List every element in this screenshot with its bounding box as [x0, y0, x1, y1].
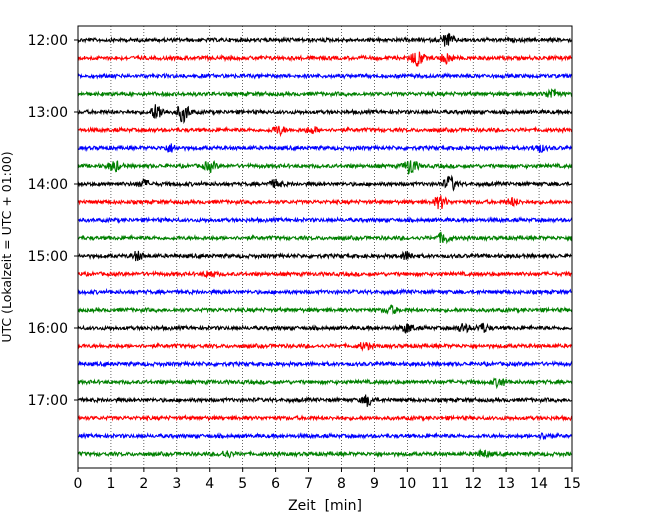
y-axis-ticks: 12:00 13:00 14:00 15:00 16:00 17:00: [28, 33, 78, 409]
x-tick-label: 10: [398, 476, 416, 492]
x-tick-label: 8: [337, 476, 346, 492]
plot-area: [78, 26, 572, 468]
x-tick-label: 0: [74, 476, 83, 492]
trace-1345: [77, 160, 573, 175]
x-tick-label: 2: [139, 476, 148, 492]
trace-1645: [77, 377, 573, 390]
trace-1700: [77, 394, 573, 407]
trace-1630: [78, 360, 573, 369]
x-tick-label: 9: [370, 476, 379, 492]
trace-1515: [77, 270, 573, 279]
plot-frame: [77, 25, 573, 469]
trace-1600: [77, 322, 573, 334]
y-tick-label: 13:00: [28, 105, 68, 121]
y-tick-label: 15:00: [28, 249, 68, 265]
trace-1445: [77, 231, 573, 245]
trace-1245: [77, 88, 573, 99]
x-axis-ticks: 0 1 2 3 4 5 6 7 8 9 10 11 12 13 14 15: [74, 468, 581, 492]
x-tick-label: 12: [464, 476, 482, 492]
trace-1315: [77, 125, 573, 138]
y-axis-label: UTC (Lokalzeit = UTC + 01:00): [0, 151, 14, 342]
trace-1430: [77, 215, 573, 224]
x-axis-label: Zeit [min]: [288, 498, 362, 514]
trace-1415: [77, 195, 573, 210]
x-tick-label: 5: [238, 476, 247, 492]
trace-1230: [77, 72, 573, 80]
trace-1715: [77, 413, 573, 422]
trace-1530: [77, 287, 573, 297]
trace-1730: [77, 431, 573, 441]
y-tick-label: 14:00: [28, 177, 68, 193]
trace-1545: [77, 304, 573, 315]
trace-1215: [77, 51, 573, 67]
trace-1300: [77, 104, 573, 125]
trace-1500: [77, 250, 573, 262]
trace-1330: [77, 143, 573, 153]
x-tick-label: 1: [106, 476, 115, 492]
x-tick-label: 3: [172, 476, 181, 492]
x-tick-label: 7: [304, 476, 313, 492]
x-tick-label: 11: [431, 476, 449, 492]
trace-1400: [77, 174, 573, 192]
x-tick-label: 15: [563, 476, 581, 492]
seismic-traces: [77, 32, 573, 459]
y-tick-label: 17:00: [28, 393, 68, 409]
trace-1200: [77, 32, 573, 47]
y-tick-label: 16:00: [28, 321, 68, 337]
trace-1745: [77, 448, 573, 459]
trace-1615: [77, 341, 573, 352]
y-tick-label: 12:00: [28, 33, 68, 49]
x-tick-label: 14: [530, 476, 548, 492]
x-tick-label: 4: [205, 476, 214, 492]
x-tick-label: 6: [271, 476, 280, 492]
x-tick-label: 13: [497, 476, 515, 492]
